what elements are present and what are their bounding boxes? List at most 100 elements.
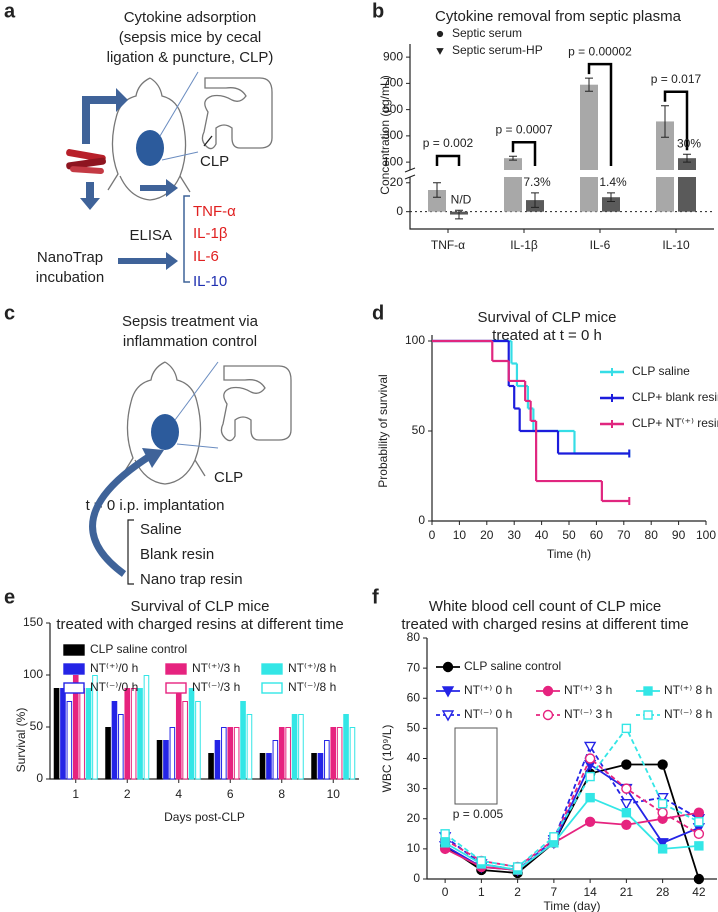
chart-title: Survival of CLP mice [131, 598, 270, 615]
legend-label: CLP+ NT⁽⁺⁾ resin [632, 416, 718, 430]
annotation: p = 0.005 [453, 807, 504, 821]
bar [311, 753, 317, 780]
marker [542, 685, 554, 697]
series-line [444, 726, 700, 868]
x-tick-label: 30 [508, 528, 522, 542]
legend-swatch [63, 682, 85, 694]
chart-title: treated with charged resins at different… [56, 616, 343, 633]
legend-label: CLP saline control [90, 642, 187, 656]
intestine [220, 365, 292, 442]
y-tick-label: 0 [418, 513, 425, 527]
blood-tubes [66, 149, 106, 175]
x-tick-label: 20 [480, 528, 494, 542]
legend-swatch [63, 663, 85, 675]
bar [111, 701, 118, 780]
marker [693, 807, 705, 818]
bar [343, 714, 349, 780]
y-tick-label: 40 [407, 751, 421, 765]
x-tick-label: 2 [514, 885, 521, 899]
x-tick-label: 90 [672, 528, 686, 542]
chart-title: treated with charged resins at different… [401, 616, 688, 633]
y-axis-label: Survival (%) [14, 708, 28, 773]
bar [656, 177, 674, 212]
marker [693, 828, 705, 840]
legend-label: NT⁽⁺⁾ 8 h [664, 683, 712, 697]
arrow [82, 88, 128, 144]
cytokine-label: IL-1β [193, 225, 228, 242]
diagram-a: Cytokine adsorption (sepsis mice by ceca… [36, 9, 274, 290]
y-tick-label: 50 [412, 423, 426, 437]
bar [259, 753, 266, 780]
x-tick-label: 21 [620, 885, 634, 899]
incubation-label: NanoTrap [37, 249, 103, 266]
marker [657, 798, 668, 809]
legend-label: NT⁽⁻⁾/0 h [90, 680, 138, 694]
y-axis-label: Concentration (pg/mL) [378, 75, 392, 194]
x-tick-label: 14 [583, 885, 597, 899]
bar [118, 714, 124, 780]
bar [105, 727, 111, 780]
legend-label: CLP+ blank resin [632, 390, 718, 404]
y-tick-label: 100 [405, 333, 425, 347]
legend-label: CLP saline control [464, 659, 561, 673]
bar [130, 688, 137, 780]
bar [656, 121, 674, 170]
y-tick-label: 500 [383, 102, 403, 116]
series-line [444, 811, 700, 871]
bar [163, 740, 169, 780]
bar [66, 701, 73, 780]
zoom-line [176, 443, 219, 449]
legend-swatch [261, 663, 283, 675]
x-tick-label: 70 [617, 528, 631, 542]
x-axis-label: Days post-CLP [164, 810, 245, 824]
x-tick-label: 50 [562, 528, 576, 542]
bar [336, 727, 343, 780]
marker [436, 30, 444, 38]
bracket [663, 90, 689, 151]
x-tick-label: IL-1β [510, 238, 538, 252]
series-line [444, 796, 699, 871]
bar [285, 727, 291, 780]
legend-label: NT⁽⁺⁾ 3 h [564, 683, 612, 697]
bar [188, 688, 195, 780]
bar-note: 7.3% [523, 175, 551, 189]
annotation: p = 0.017 [651, 72, 702, 86]
x-tick-label: 2 [124, 787, 131, 801]
bar [137, 688, 143, 780]
marker [643, 686, 653, 696]
incubation-label: incubation [36, 269, 104, 286]
marker [440, 829, 450, 839]
marker [512, 862, 523, 872]
y-tick-label: 50 [30, 719, 44, 733]
marker [440, 838, 450, 848]
annotation: p = 0.00002 [568, 44, 632, 58]
error-bar [585, 77, 593, 92]
y-tick-label: 20 [390, 175, 404, 189]
x-tick-label: 60 [590, 528, 604, 542]
legend-swatch [165, 663, 187, 675]
legend-swatch [165, 682, 187, 694]
marker [585, 792, 595, 803]
annotation: p = 0.0007 [495, 122, 552, 136]
zoom-line [159, 71, 199, 137]
bar [291, 714, 298, 780]
inset [454, 727, 498, 805]
title: inflammation control [123, 333, 257, 350]
chart-title: White blood cell count of CLP mice [429, 598, 661, 615]
legend-label: CLP saline [632, 364, 690, 378]
y-tick-label: 0 [36, 771, 43, 785]
arrow [140, 179, 178, 197]
bar [85, 688, 92, 780]
bar [246, 714, 253, 780]
chart-title: Survival of CLP mice [478, 309, 617, 326]
bracket [587, 62, 613, 166]
title: (sepsis mice by cecal [119, 29, 262, 46]
bar [678, 177, 696, 212]
site-label: CLP [200, 153, 229, 170]
zoom-line [174, 361, 219, 421]
title: Cytokine adsorption [124, 9, 257, 26]
marker [441, 686, 455, 698]
bar-note: 30% [677, 136, 701, 150]
error-bar [531, 192, 539, 208]
